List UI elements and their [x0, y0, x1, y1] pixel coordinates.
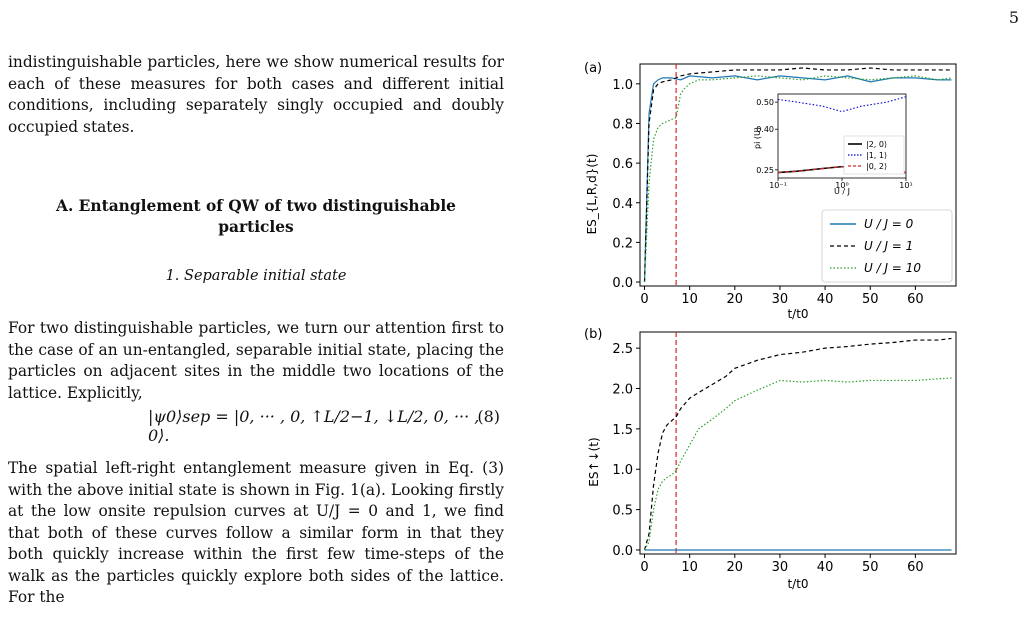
inset-y-tick-label: 0.50 — [756, 98, 774, 107]
figure-b-axes — [639, 331, 957, 555]
y-tick-label: 0.0 — [612, 544, 633, 559]
series-line-2 — [643, 377, 952, 551]
figure-b-ticks: 0 10 20 30 40 50 60 0.0 0.5 1.0 1.5 2.0 2.5 — [612, 342, 923, 575]
inset-y-tick-label: 0.40 — [756, 125, 774, 134]
figure-b-ylabel: ES↑↓(t) — [587, 437, 601, 486]
paragraph-results: The spatial left-right entanglement meas… — [8, 459, 504, 606]
paragraph-separable: For two distinguishable particles, we tu… — [8, 319, 504, 402]
y-tick-label: 0.5 — [612, 504, 633, 519]
inset-series-line-2 — [777, 166, 907, 174]
y-tick-label: 0.2 — [612, 236, 633, 251]
legend-label-u1: U / J = 1 — [864, 239, 913, 253]
y-tick-label: 1.0 — [612, 78, 633, 93]
x-tick-label: 0 — [640, 560, 648, 575]
x-tick-label: 0 — [640, 292, 648, 307]
equation-body: |ψ0⟩sep = |0, ··· , 0, ↑L/2−1, ↓L/2, 0, … — [148, 407, 480, 445]
x-tick-label: 10 — [681, 560, 698, 575]
x-tick-label: 60 — [907, 292, 924, 307]
section-title: A. Entanglement of QW of two distinguish… — [8, 196, 504, 238]
x-tick-label: 30 — [772, 560, 789, 575]
y-tick-label: 0.8 — [612, 117, 633, 132]
section-title-line1: A. Entanglement of QW of two distinguish… — [56, 197, 456, 215]
equation-number: (8) — [477, 407, 500, 426]
inset-data: 0.25 0.40 0.50 10⁻¹ 10⁰ 10¹ — [756, 96, 913, 190]
x-tick-label: 50 — [862, 560, 879, 575]
figure-a-xlabel: t/t0 — [787, 307, 808, 321]
inset-y-tick-label: 0.25 — [756, 166, 774, 175]
x-tick-label: 40 — [817, 560, 834, 575]
series-line-1 — [643, 67, 952, 283]
inset-x-tick-label: 10⁻¹ — [769, 181, 787, 190]
legend-label-u10: U / J = 10 — [864, 261, 921, 275]
section-title-line2: particles — [218, 218, 294, 236]
paragraph-intro: indistinguishable particles, here we sho… — [8, 53, 504, 136]
figure-b-panel-label: (b) — [584, 327, 602, 342]
figure-b: (b) 0 10 20 30 40 50 60 0.0 0.5 1.0 1.5 2.0 2.5 ES↑↓… — [584, 327, 957, 591]
x-tick-label: 20 — [727, 560, 744, 575]
inset-ylabel: pi (U) — [753, 127, 762, 149]
series-line-2 — [643, 75, 952, 283]
figure-a-panel-label: (a) — [584, 61, 602, 76]
y-tick-label: 0.6 — [612, 157, 633, 172]
figure-b-xlabel: t/t0 — [787, 577, 808, 591]
y-tick-label: 1.5 — [612, 423, 633, 438]
figure-a: (a) 0 10 20 30 40 50 60 0.0 0.2 0.4 0.6 0.8 1.0 ES_{… — [584, 61, 957, 321]
legend-label-u0: U / J = 0 — [864, 217, 914, 231]
inset-legend-label-20: |2, 0⟩ — [866, 140, 887, 149]
x-tick-label: 30 — [772, 292, 789, 307]
x-tick-label: 40 — [817, 292, 834, 307]
x-tick-label: 60 — [907, 560, 924, 575]
y-tick-label: 0.0 — [612, 276, 633, 291]
inset-legend-label-11: |1, 1⟩ — [866, 151, 887, 160]
figure-a-data — [643, 64, 952, 286]
y-tick-label: 2.0 — [612, 383, 633, 398]
inset-x-tick-label: 10¹ — [899, 181, 912, 190]
figure-a-axes — [639, 63, 957, 287]
y-tick-label: 1.0 — [612, 463, 633, 478]
figure-a-legend: U / J = 0 U / J = 1 U / J = 10 — [821, 209, 953, 283]
x-tick-label: 50 — [862, 292, 879, 307]
y-tick-label: 0.4 — [612, 197, 633, 212]
x-tick-label: 20 — [727, 292, 744, 307]
inset-legend-label-02: |0, 2⟩ — [866, 162, 887, 171]
inset-x-tick-label: 10⁰ — [835, 181, 848, 190]
series-line-0 — [643, 75, 952, 283]
x-tick-label: 10 — [681, 292, 698, 307]
page-number: 5 — [1008, 8, 1019, 27]
figure-b-data — [643, 332, 952, 554]
subsection-title: 1. Separable initial state — [165, 268, 347, 284]
inset-xlabel: U / J — [834, 187, 850, 196]
figure-a-ticks: 0 10 20 30 40 50 60 0.0 0.2 0.4 0.6 0.8 1.0 — [612, 78, 923, 307]
series-line-1 — [643, 337, 952, 551]
figure-a-ylabel: ES_{L,R,d}(t) — [585, 154, 599, 235]
y-tick-label: 2.5 — [612, 342, 633, 357]
inset-legend: |2, 0⟩ |1, 1⟩ |0, 2⟩ — [843, 135, 905, 175]
